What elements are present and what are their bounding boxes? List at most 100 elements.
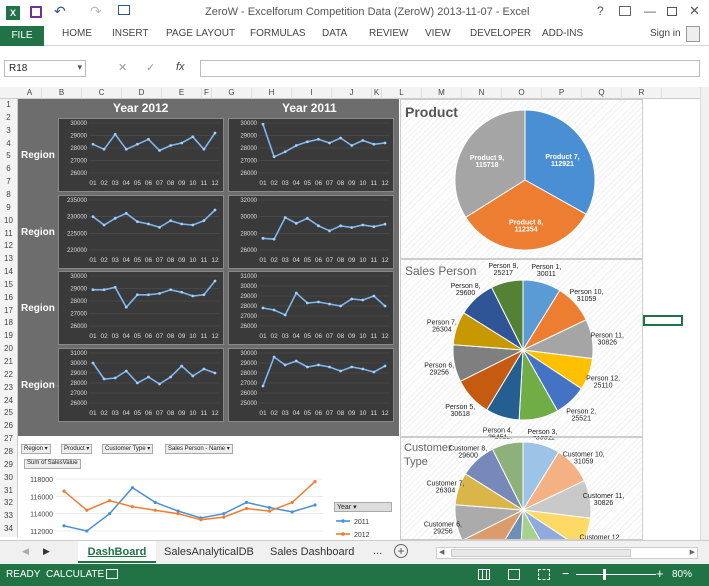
tab-developer[interactable]: DEVELOPER xyxy=(470,28,532,39)
row-label[interactable]: 27 xyxy=(4,434,13,444)
row-label[interactable]: 1 xyxy=(6,100,11,109)
column-label[interactable]: L xyxy=(382,88,422,99)
column-label[interactable]: R xyxy=(622,88,662,99)
formula-input[interactable] xyxy=(200,60,700,77)
pivot-chart[interactable]: Region ▾ Product ▾ Customer Type ▾ Sales… xyxy=(18,441,399,540)
row-label[interactable]: 21 xyxy=(4,357,13,366)
row-label[interactable]: 16 xyxy=(4,292,13,302)
customer-type-pie-panel[interactable]: Customer Type Customer 1,30011Customer 1… xyxy=(400,437,643,540)
column-label[interactable]: Q xyxy=(582,88,622,99)
function-icon[interactable]: fx xyxy=(176,61,185,73)
tab-page-layout[interactable]: PAGE LAYOUT xyxy=(166,28,236,39)
sales-person-pie-panel[interactable]: Sales Person Person 1, 30011 Person 10, 310… xyxy=(400,259,643,438)
tab-formulas[interactable]: FORMULAS xyxy=(250,28,306,39)
tab-insert[interactable]: INSERT xyxy=(112,28,149,39)
row-label[interactable]: 17 xyxy=(4,305,13,315)
row-label[interactable]: 26 xyxy=(4,421,13,431)
page-layout-view-icon[interactable] xyxy=(508,569,520,580)
help-icon[interactable]: ? xyxy=(597,4,604,18)
filter-button[interactable]: Region ▾ xyxy=(21,444,51,454)
mini-line-chart[interactable]: 31000 30000 29000 28000 27000 26000 01 02 03 04 05… xyxy=(228,271,394,345)
row-label[interactable]: 25 xyxy=(4,408,13,418)
mini-line-chart[interactable]: 30000 29000 28000 27000 26000 01 02 03 04 05 06 07 0… xyxy=(228,118,394,192)
zoom-slider-thumb[interactable] xyxy=(603,569,606,580)
prev-sheet-icon[interactable]: ◀ xyxy=(22,546,29,556)
row-label[interactable]: 23 xyxy=(4,382,13,392)
next-sheet-icon[interactable]: ▶ xyxy=(43,546,50,556)
column-label[interactable]: A xyxy=(18,88,42,99)
zoom-out-icon[interactable]: − xyxy=(562,566,570,581)
filter-button[interactable]: Customer Type ▾ xyxy=(102,444,154,454)
close-icon[interactable]: ✕ xyxy=(689,3,700,18)
scroll-left-icon[interactable]: ◀ xyxy=(439,549,445,556)
product-pie-panel[interactable]: Product Product 7, 112921 Product 8, 112354… xyxy=(400,99,643,259)
row-label[interactable]: 6 xyxy=(6,164,11,174)
row-label[interactable]: 5 xyxy=(6,151,11,161)
row-label[interactable]: 18 xyxy=(4,318,13,328)
row-label[interactable]: 28 xyxy=(4,446,13,456)
legend-year-button[interactable]: Year ▾ xyxy=(334,502,392,512)
minimize-icon[interactable]: — xyxy=(644,4,656,18)
row-label[interactable]: 31 xyxy=(4,485,13,495)
column-label[interactable]: E xyxy=(162,88,202,99)
sheet-tab-dashboard[interactable]: DashBoard xyxy=(78,541,156,563)
mini-line-chart[interactable]: 31000 30000 29000 28000 27000 26000 01 02 03 04 05… xyxy=(58,348,224,422)
row-label[interactable]: 10 xyxy=(4,215,13,225)
horizontal-scrollbar[interactable]: ◀ ▶ xyxy=(436,547,698,559)
row-label[interactable]: 4 xyxy=(6,138,11,148)
column-label[interactable]: P xyxy=(542,88,582,99)
column-label[interactable]: H xyxy=(252,88,292,99)
column-label[interactable]: B xyxy=(42,88,82,99)
page-break-view-icon[interactable] xyxy=(538,569,550,580)
column-label[interactable]: D xyxy=(122,88,162,99)
filter-button[interactable]: Product ▾ xyxy=(61,444,93,454)
zoom-slider[interactable] xyxy=(576,574,656,575)
column-label[interactable]: F xyxy=(202,88,212,99)
row-label[interactable]: 19 xyxy=(4,331,13,341)
cancel-icon[interactable]: ✕ xyxy=(118,62,128,74)
row-label[interactable]: 20 xyxy=(4,344,13,354)
vertical-scrollbar[interactable] xyxy=(700,87,709,540)
row-label[interactable]: 29 xyxy=(4,459,13,469)
column-label[interactable]: K xyxy=(372,88,382,99)
mini-line-chart[interactable]: 30000 29000 28000 27000 26000 25000 01 02 03 04 05… xyxy=(228,348,394,422)
avatar[interactable] xyxy=(686,26,700,42)
row-label[interactable]: 15 xyxy=(4,279,13,289)
tab-home[interactable]: HOME xyxy=(62,28,92,39)
column-label[interactable]: C xyxy=(82,88,122,99)
zoom-level[interactable]: 80% xyxy=(672,569,693,580)
column-label[interactable]: G xyxy=(212,88,252,99)
more-sheets-button[interactable]: ... xyxy=(373,545,383,557)
scroll-thumb[interactable] xyxy=(451,549,631,557)
column-label[interactable]: N xyxy=(462,88,502,99)
column-label[interactable]: J xyxy=(332,88,372,99)
tab-add-ins[interactable]: ADD-INS xyxy=(542,28,584,39)
tab-review[interactable]: REVIEW xyxy=(369,28,409,39)
row-label[interactable]: 30 xyxy=(4,472,13,482)
column-label[interactable]: I xyxy=(292,88,332,99)
row-label[interactable]: 32 xyxy=(4,498,13,508)
status-calculate[interactable]: CALCULATE xyxy=(46,569,105,580)
row-label[interactable]: 12 xyxy=(4,241,13,251)
normal-view-icon[interactable] xyxy=(478,569,490,580)
mini-line-chart[interactable]: 32000 30000 28000 26000 01 02 03 04 05 06 07 08 09 10… xyxy=(228,195,394,269)
mini-line-chart[interactable]: 235000 230000 225000 220000 01 02 03 04 05 06 07 08… xyxy=(58,195,224,269)
filter-button[interactable]: Sales Person - Name ▾ xyxy=(165,444,233,454)
sheet-tab-sales-dashboard[interactable]: Sales Dashboard xyxy=(270,546,355,558)
row-label[interactable]: 14 xyxy=(4,267,13,277)
row-label[interactable]: 22 xyxy=(4,369,13,379)
zoom-in-icon[interactable]: + xyxy=(656,566,664,581)
row-label[interactable]: 13 xyxy=(4,254,13,264)
sign-in-link[interactable]: Sign in xyxy=(650,28,681,39)
customize-icon[interactable] xyxy=(118,5,130,15)
value-field-button[interactable]: Sum of SalesValue xyxy=(24,459,81,469)
ribbon-options-icon[interactable] xyxy=(619,6,631,16)
scroll-right-icon[interactable]: ▶ xyxy=(689,549,695,556)
tab-file[interactable]: FILE xyxy=(0,26,44,46)
enter-icon[interactable]: ✓ xyxy=(146,62,156,74)
name-box[interactable]: R18 ▾ xyxy=(4,60,86,77)
undo-icon[interactable]: ↶ xyxy=(54,3,66,19)
row-label[interactable]: 34 xyxy=(4,524,13,534)
sheet-tab-salesanalyticaldb[interactable]: SalesAnalyticalDB xyxy=(164,546,254,558)
row-label[interactable]: 7 xyxy=(6,177,11,187)
